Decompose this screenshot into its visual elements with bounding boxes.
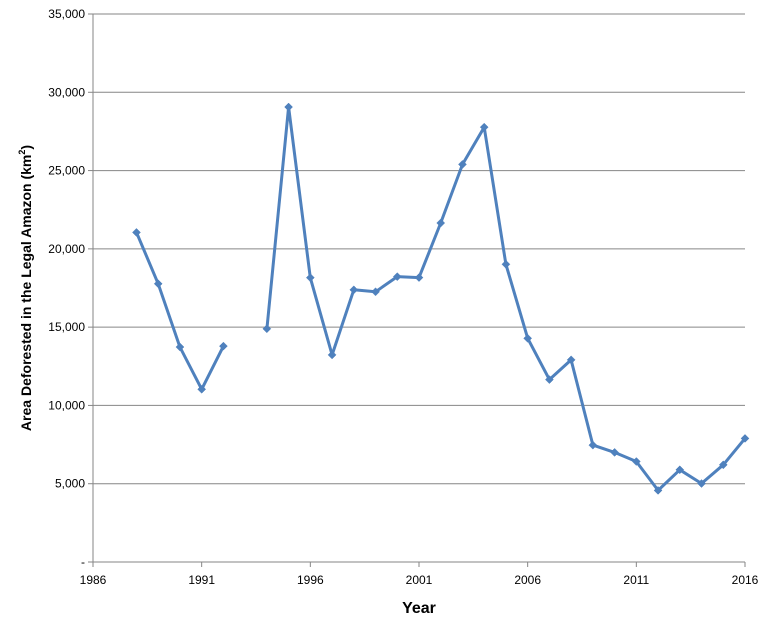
y-axis-title-sup: 2 bbox=[17, 150, 27, 155]
data-point bbox=[327, 350, 337, 360]
y-tick-label: - bbox=[81, 555, 85, 569]
data-point bbox=[175, 342, 185, 352]
x-tick-label: 1986 bbox=[80, 573, 107, 587]
gridlines bbox=[93, 13, 745, 485]
x-axis-title: Year bbox=[402, 600, 436, 617]
data-point bbox=[718, 460, 728, 470]
x-tick-label: 2006 bbox=[514, 573, 541, 587]
y-tick-label: 30,000 bbox=[48, 85, 85, 99]
data-point bbox=[740, 434, 750, 443]
data-point bbox=[262, 324, 272, 334]
data-point bbox=[675, 465, 685, 475]
data-point bbox=[697, 479, 706, 488]
data-point bbox=[219, 341, 228, 351]
y-axis-title-main: Area Deforested in the Legal Amazon (km bbox=[18, 155, 34, 431]
data-point bbox=[479, 122, 489, 132]
y-tick-label: 15,000 bbox=[48, 320, 85, 334]
series-deforestation bbox=[132, 102, 750, 495]
x-tick-label: 1991 bbox=[188, 573, 215, 587]
data-point bbox=[545, 375, 554, 384]
x-tick-label: 2011 bbox=[623, 573, 649, 587]
x-tick-label: 2016 bbox=[732, 573, 759, 587]
data-point bbox=[349, 285, 359, 295]
data-point bbox=[153, 279, 163, 289]
data-point bbox=[284, 102, 293, 112]
data-point bbox=[653, 486, 663, 495]
y-tick-label: 35,000 bbox=[48, 7, 85, 21]
y-tick-label: 10,000 bbox=[48, 398, 85, 412]
y-tick-label: 25,000 bbox=[48, 164, 85, 178]
y-tick-label: 20,000 bbox=[48, 242, 85, 256]
x-tick-label: 1996 bbox=[297, 573, 324, 587]
x-tick-label: 2001 bbox=[406, 573, 433, 587]
data-point bbox=[458, 160, 467, 169]
data-point bbox=[610, 448, 619, 457]
data-point bbox=[436, 218, 446, 228]
data-point bbox=[414, 273, 424, 282]
y-tick-label: 5,000 bbox=[55, 477, 85, 491]
data-point bbox=[523, 333, 533, 343]
y-axis-title: Area Deforested in the Legal Amazon (km2… bbox=[17, 145, 34, 431]
data-point bbox=[305, 273, 315, 283]
series-line bbox=[135, 231, 225, 391]
data-point bbox=[588, 440, 598, 450]
data-point bbox=[566, 355, 576, 365]
y-axis-title-suffix: ) bbox=[18, 145, 34, 150]
y-axis-ticks: - 5,000 10,000 15,000 20,000 25,000 30,000 35,0… bbox=[48, 7, 93, 569]
series-line bbox=[265, 105, 747, 492]
data-point bbox=[631, 457, 641, 466]
data-point bbox=[132, 228, 141, 237]
data-point bbox=[197, 384, 207, 394]
x-axis-ticks: 1986 1991 1996 2001 2006 2011 2016 bbox=[80, 562, 759, 587]
data-point bbox=[392, 272, 402, 281]
data-point bbox=[501, 259, 511, 269]
data-point bbox=[371, 287, 380, 297]
